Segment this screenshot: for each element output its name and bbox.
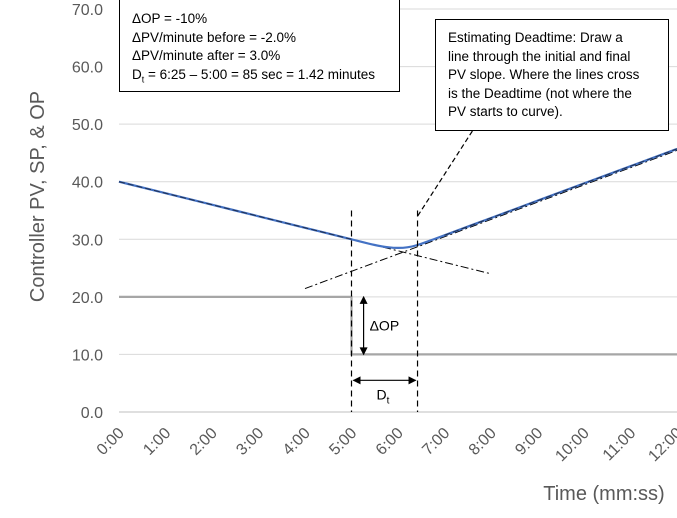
pv-tangent-overlay — [118, 148, 677, 240]
x-tick-label: 2:00 — [187, 425, 221, 459]
x-axis-title: Time (mm:ss) — [543, 483, 664, 505]
note-pointer-line — [417, 130, 473, 217]
pv-series-line — [118, 147, 677, 250]
x-tick-label: 10:00 — [552, 425, 592, 465]
summary-box: ΔOP = -10% ΔPV/minute before = -2.0% ΔPV… — [119, 0, 400, 92]
tangent-after-line — [304, 149, 677, 290]
y-tick-label: 20.0 — [72, 290, 103, 307]
x-tick-label: 11:00 — [600, 425, 640, 465]
y-tick-label: 10.0 — [72, 347, 103, 364]
note-line-1: Estimating Deadtime: Draw a — [448, 30, 623, 45]
arrowhead-down — [359, 347, 368, 356]
y-tick-label: 50.0 — [72, 117, 103, 134]
x-axis-ticks: 0:00 1:00 2:00 3:00 4:00 5:00 6:00 7:00 8:00 9:00… — [94, 425, 677, 465]
note-line-3: PV slope. Where the lines cross — [448, 67, 640, 82]
x-tick-label: 4:00 — [280, 425, 314, 459]
y-axis-title: Controller PV, SP, & OP — [27, 91, 49, 302]
note-line-4: is the Deadtime (not where the — [448, 85, 632, 101]
summary-line-before: ΔPV/minute before = -2.0% — [132, 29, 296, 45]
tangent-lines — [118, 149, 677, 290]
deadtime-label: Dt — [377, 386, 390, 406]
estimating-deadtime-note: Estimating Deadtime: Draw a line through… — [435, 19, 669, 131]
deadtime-arrow — [352, 376, 417, 385]
deadtime-label-text: D — [377, 386, 387, 402]
x-tick-label: 8:00 — [466, 425, 500, 459]
x-tick-label: 7:00 — [419, 425, 453, 459]
x-tick-label: 1:00 — [140, 425, 174, 459]
arrowhead-left — [352, 376, 361, 385]
y-tick-label: 60.0 — [72, 60, 103, 77]
summary-line-deadtime: Dt = 6:25 – 5:00 = 85 sec = 1.42 minutes — [132, 66, 376, 85]
delta-op-label: ΔOP — [370, 318, 400, 334]
x-tick-label: 3:00 — [233, 425, 267, 459]
x-tick-label: 9:00 — [512, 425, 546, 459]
y-tick-label: 70.0 — [72, 2, 103, 19]
x-tick-label: 12:00 — [645, 425, 677, 465]
x-tick-label: 5:00 — [326, 425, 360, 459]
arrowhead-up — [359, 295, 368, 304]
note-line-5: PV starts to curve). — [448, 104, 563, 119]
y-axis-ticks: 0.0 10.0 20.0 30.0 40.0 50.0 60.0 70.0 — [72, 2, 103, 422]
y-tick-label: 40.0 — [72, 175, 103, 192]
note-line-2: line through the initial and final — [448, 48, 631, 64]
x-tick-label: 6:00 — [373, 425, 407, 459]
delta-op-arrow — [359, 295, 368, 356]
y-tick-label: 30.0 — [72, 232, 103, 249]
deadtime-label-subscript: t — [387, 395, 390, 406]
subscript-t: t — [141, 74, 145, 85]
summary-line-delta-op: ΔOP = -10% — [132, 11, 208, 26]
arrowhead-right — [408, 376, 417, 385]
summary-line-after: ΔPV/minute after = 3.0% — [132, 48, 281, 63]
y-tick-label: 0.0 — [81, 405, 103, 422]
x-tick-label: 0:00 — [94, 425, 128, 459]
